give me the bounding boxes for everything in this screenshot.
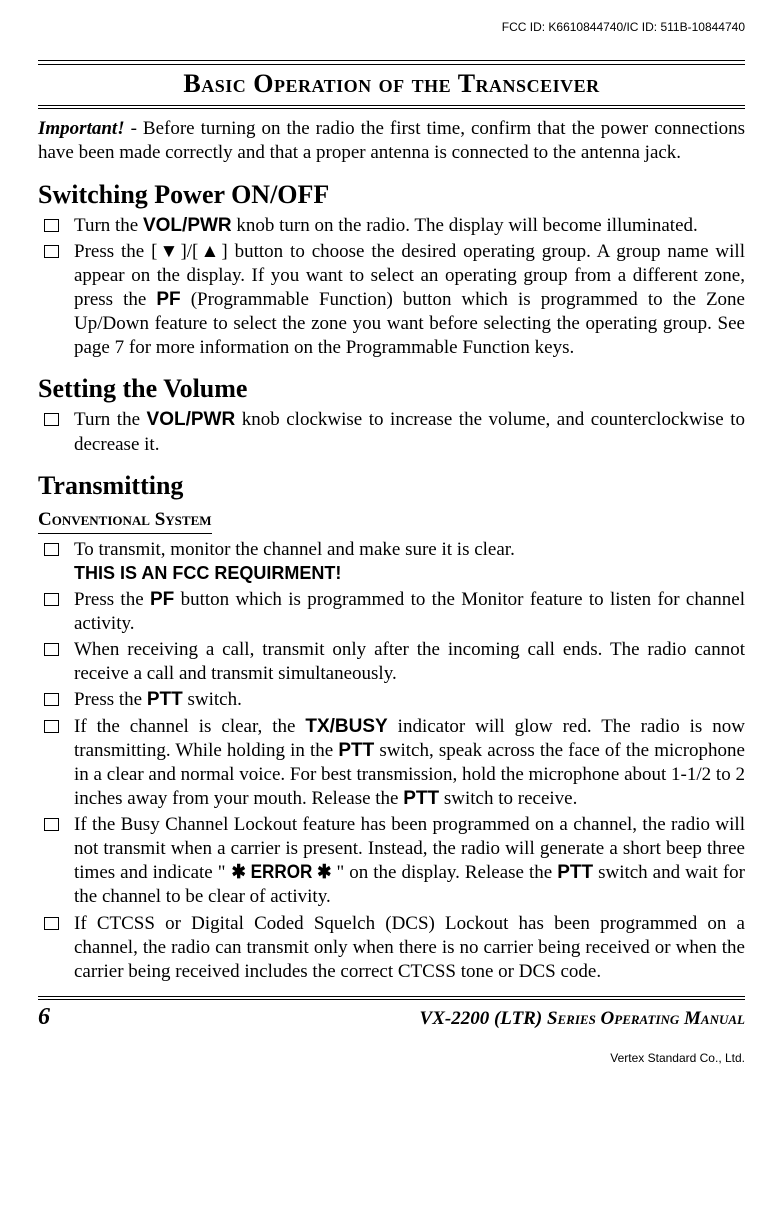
text: If CTCSS or Digital Coded Squelch (DCS) … bbox=[74, 913, 745, 982]
bold-term: VOL/PWR bbox=[143, 215, 232, 236]
section-volume-list: Turn the VOL/PWR knob clockwise to incre… bbox=[38, 408, 745, 456]
intro-paragraph: Important! - Before turning on the radio… bbox=[38, 117, 745, 166]
text: If the channel is clear, the bbox=[74, 716, 305, 737]
bold-term: VOL/PWR bbox=[147, 409, 236, 430]
intro-label: Important! bbox=[38, 118, 125, 139]
page-title: Basic Operation of the Transceiver bbox=[183, 69, 599, 98]
page-number: 6 bbox=[38, 1004, 50, 1031]
rule-under-title bbox=[38, 108, 745, 109]
bold-term: PTT bbox=[338, 740, 374, 761]
section-power-list: Turn the VOL/PWR knob turn on the radio.… bbox=[38, 214, 745, 361]
list-item: Turn the VOL/PWR knob clockwise to incre… bbox=[38, 408, 745, 456]
list-item: To transmit, monitor the channel and mak… bbox=[38, 538, 745, 586]
list-item: If the channel is clear, the TX/BUSY ind… bbox=[38, 715, 745, 812]
text: Turn the bbox=[74, 409, 147, 430]
manual-name: VX-2200 (LTR) Series Operating Manual bbox=[420, 1008, 745, 1030]
header-ids: FCC ID: K6610844740/IC ID: 511B-10844740 bbox=[38, 20, 745, 34]
bold-term: TX/BUSY bbox=[305, 716, 387, 737]
lcd-text: ✱ ERROR ✱ bbox=[231, 861, 331, 885]
bold-term: PTT bbox=[557, 862, 593, 883]
text: When receiving a call, transmit only aft… bbox=[74, 639, 745, 684]
list-item: Turn the VOL/PWR knob turn on the radio.… bbox=[38, 214, 745, 238]
subsection-conventional: Conventional System bbox=[38, 509, 212, 534]
text: button which is programmed to the Monito… bbox=[74, 589, 745, 634]
bold-term: PF bbox=[156, 289, 180, 310]
text: Series Operating Manual bbox=[542, 1008, 745, 1029]
footer-rules bbox=[38, 996, 745, 1000]
text: " on the display. Release the bbox=[337, 862, 558, 883]
section-transmit-heading: Transmitting bbox=[38, 471, 745, 501]
company-footer: Vertex Standard Co., Ltd. bbox=[38, 1051, 745, 1065]
title-bar: Basic Operation of the Transceiver bbox=[38, 64, 745, 106]
text: (LTR) bbox=[494, 1008, 542, 1029]
text: Press the bbox=[74, 589, 150, 610]
bold-term: PTT bbox=[147, 689, 183, 710]
list-item: Press the [▼]/[▲] button to choose the d… bbox=[38, 240, 745, 361]
section-power-heading: Switching Power ON/OFF bbox=[38, 180, 745, 210]
list-item: If CTCSS or Digital Coded Squelch (DCS) … bbox=[38, 912, 745, 984]
bold-term: PTT bbox=[403, 788, 439, 809]
text: knob turn on the radio. The display will… bbox=[232, 215, 698, 236]
text: VX-2200 bbox=[420, 1008, 494, 1029]
section-transmit-list: To transmit, monitor the channel and mak… bbox=[38, 538, 745, 984]
list-item: Press the PF button which is programmed … bbox=[38, 588, 745, 636]
list-item: If the Busy Channel Lockout feature has … bbox=[38, 813, 745, 910]
text: switch. bbox=[183, 689, 242, 710]
text: Turn the bbox=[74, 215, 143, 236]
fcc-requirement: THIS IS AN FCC REQUIRMENT! bbox=[74, 563, 341, 583]
text: To transmit, monitor the channel and mak… bbox=[74, 539, 515, 560]
footer: 6 VX-2200 (LTR) Series Operating Manual bbox=[38, 1004, 745, 1031]
text: switch to receive. bbox=[439, 788, 577, 809]
list-item: Press the PTT switch. bbox=[38, 688, 745, 712]
intro-text: - Before turning on the radio the first … bbox=[38, 118, 745, 163]
bold-term: PF bbox=[150, 589, 174, 610]
text: Press the bbox=[74, 689, 147, 710]
section-volume-heading: Setting the Volume bbox=[38, 374, 745, 404]
list-item: When receiving a call, transmit only aft… bbox=[38, 638, 745, 686]
